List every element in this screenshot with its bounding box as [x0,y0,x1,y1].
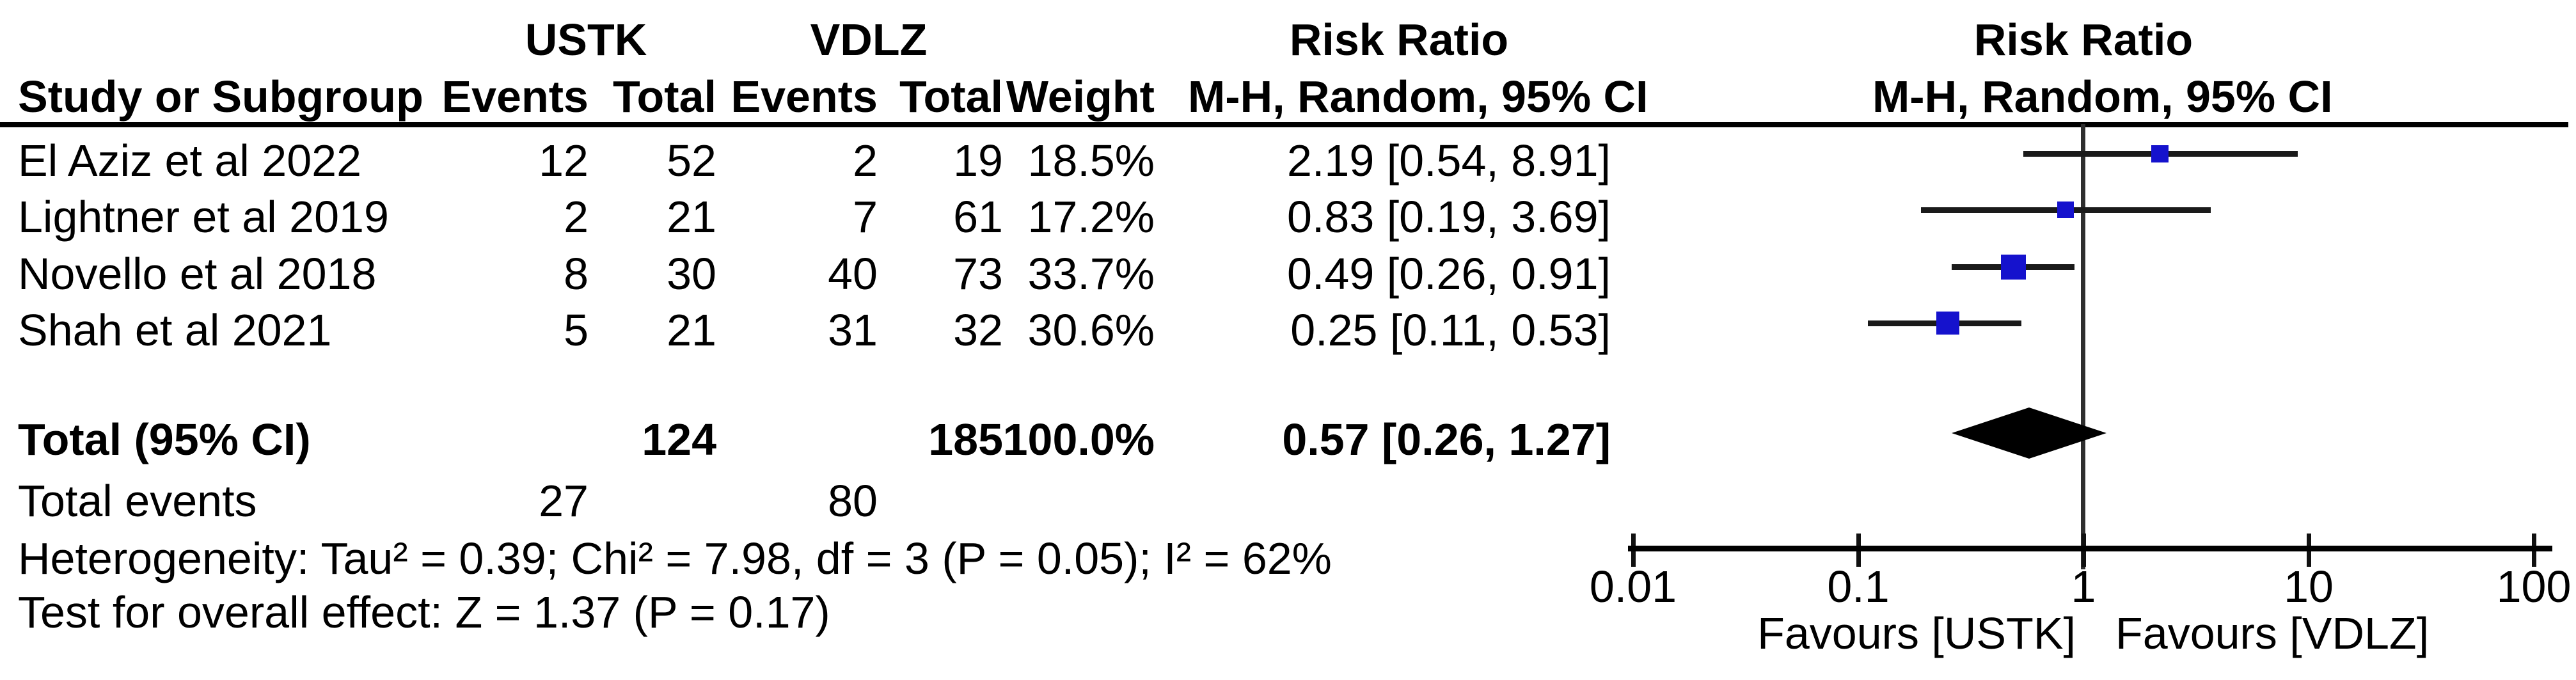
group2-events-header: Events [731,72,878,122]
axis-tick-label: 0.01 [1589,562,1677,612]
method-header-plot: M-H, Random, 95% CI [1872,72,2333,122]
study-point-square [2057,202,2074,218]
group1-total-value: 30 [667,249,716,299]
study-point-square [1936,312,1959,335]
overall-effect-test: Test for overall effect: Z = 1.37 (P = 0… [18,587,830,637]
weight-value: 17.2% [1027,192,1155,242]
study-point-square [2001,254,2026,280]
study-label: Novello et al 2018 [18,249,377,299]
total-events-group2: 80 [828,476,878,526]
favours-left-label: Favours [USTK] [1757,608,2076,658]
total-events-group1: 27 [539,476,589,526]
group2-events-value: 2 [853,136,878,186]
method-header-table: M-H, Random, 95% CI [1188,72,1648,122]
total-row-group1-total: 124 [642,415,716,464]
weight-column-header: Weight [1006,72,1155,122]
group2-events-value: 7 [853,192,878,242]
group1-events-value: 12 [539,136,589,186]
axis-tick-label: 100 [2496,562,2572,612]
total-row-label: Total (95% CI) [18,415,311,464]
study-point-square [2151,145,2169,162]
effect-measure-header-plot: Risk Ratio [1973,15,2193,65]
group2-total-value: 73 [953,249,1003,299]
group2-events-value: 40 [828,249,878,299]
group1-header: USTK [525,15,647,65]
x-axis-line [1628,546,2552,551]
group2-total-value: 19 [953,136,1003,186]
header-rule [0,122,2568,127]
group2-total-value: 32 [953,305,1003,355]
axis-tick-label: 10 [2284,562,2334,612]
effect-estimate-text: 0.25 [0.11, 0.53] [1290,305,1611,355]
group2-header: VDLZ [810,15,928,65]
total-row-effect: 0.57 [0.26, 1.27] [1282,415,1611,464]
study-label: El Aziz et al 2022 [18,136,361,186]
favours-right-label: Favours [VDLZ] [2115,608,2430,658]
group2-events-value: 31 [828,305,878,355]
group1-total-value: 21 [667,192,716,242]
group2-total-header: Total [899,72,1003,122]
effect-estimate-text: 2.19 [0.54, 8.91] [1287,136,1611,186]
study-label: Shah et al 2021 [18,305,332,355]
heterogeneity-stats: Heterogeneity: Tau² = 0.39; Chi² = 7.98,… [18,534,1332,583]
group1-total-value: 21 [667,305,716,355]
study-label: Lightner et al 2019 [18,192,389,242]
weight-value: 30.6% [1027,305,1155,355]
group1-total-header: Total [612,72,716,122]
study-column-header: Study or Subgroup [18,72,423,122]
axis-tick-label: 0.1 [1827,562,1890,612]
group1-events-value: 8 [564,249,589,299]
group1-events-value: 5 [564,305,589,355]
weight-value: 33.7% [1027,249,1155,299]
total-events-label: Total events [18,476,257,526]
total-row-weight: 100.0% [1002,415,1155,464]
group2-total-value: 61 [953,192,1003,242]
group1-events-header: Events [441,72,589,122]
group1-events-value: 2 [564,192,589,242]
effect-estimate-text: 0.49 [0.26, 0.91] [1287,249,1611,299]
weight-value: 18.5% [1027,136,1155,186]
group1-total-value: 52 [667,136,716,186]
total-row-group2-total: 185 [928,415,1003,464]
effect-measure-header-table: Risk Ratio [1289,15,1509,65]
effect-estimate-text: 0.83 [0.19, 3.69] [1287,192,1611,242]
axis-tick-label: 1 [2071,562,2096,612]
reference-line [2081,124,2085,569]
